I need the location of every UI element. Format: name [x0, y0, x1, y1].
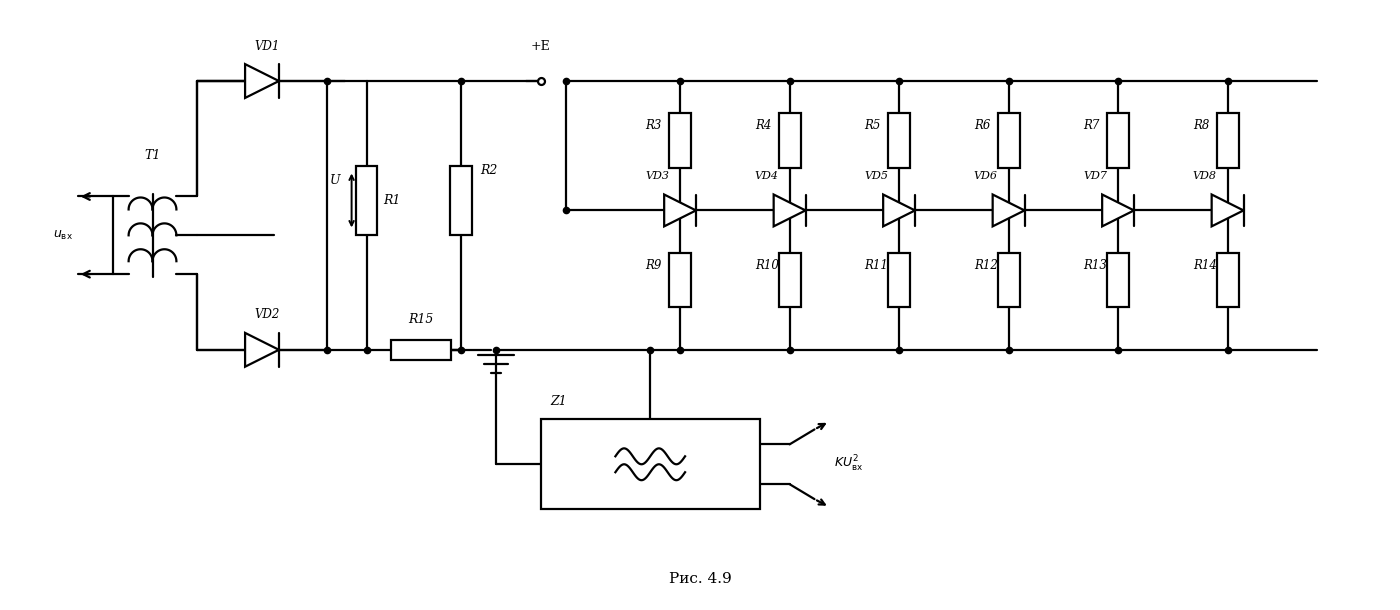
Bar: [998, 253, 1019, 307]
Polygon shape: [883, 195, 916, 226]
Text: R7: R7: [1084, 120, 1099, 132]
Polygon shape: [1102, 195, 1134, 226]
Text: VD4: VD4: [755, 171, 778, 181]
Text: Z1: Z1: [550, 395, 567, 408]
Text: VD5: VD5: [864, 171, 888, 181]
Polygon shape: [245, 64, 279, 98]
Text: VD8: VD8: [1193, 171, 1217, 181]
Text: R13: R13: [1084, 259, 1107, 271]
Bar: [998, 113, 1019, 168]
Text: R6: R6: [974, 120, 990, 132]
Text: R15: R15: [409, 314, 434, 326]
Bar: [540, 420, 760, 509]
Text: R4: R4: [755, 120, 771, 132]
Bar: [356, 166, 378, 235]
Text: U: U: [329, 174, 340, 187]
Text: R14: R14: [1193, 259, 1217, 271]
Polygon shape: [993, 195, 1025, 226]
Bar: [1107, 253, 1128, 307]
Text: +E: +E: [531, 40, 550, 52]
Text: R10: R10: [755, 259, 778, 271]
Polygon shape: [774, 195, 805, 226]
Text: Рис. 4.9: Рис. 4.9: [669, 572, 731, 586]
Bar: [778, 113, 801, 168]
Bar: [888, 113, 910, 168]
Text: R9: R9: [645, 259, 662, 271]
Text: VD3: VD3: [645, 171, 669, 181]
Text: $KU^2_{\rm вх}$: $KU^2_{\rm вх}$: [834, 454, 864, 475]
Bar: [888, 253, 910, 307]
Bar: [669, 113, 692, 168]
Text: VD1: VD1: [255, 40, 280, 52]
Bar: [392, 340, 451, 360]
Text: R5: R5: [864, 120, 881, 132]
Bar: [1217, 253, 1239, 307]
Text: $u_{\rm вх}$: $u_{\rm вх}$: [53, 229, 73, 242]
Bar: [451, 166, 472, 235]
Text: R8: R8: [1193, 120, 1210, 132]
Text: R3: R3: [645, 120, 662, 132]
Text: VD2: VD2: [255, 309, 280, 321]
Text: R12: R12: [974, 259, 998, 271]
Text: R1: R1: [382, 194, 400, 207]
Bar: [1107, 113, 1128, 168]
Text: VD6: VD6: [974, 171, 998, 181]
Bar: [669, 253, 692, 307]
Polygon shape: [245, 333, 279, 367]
Text: VD7: VD7: [1084, 171, 1107, 181]
Bar: [778, 253, 801, 307]
Text: R11: R11: [864, 259, 888, 271]
Polygon shape: [664, 195, 696, 226]
Bar: [1217, 113, 1239, 168]
Text: T1: T1: [144, 149, 161, 162]
Polygon shape: [1211, 195, 1243, 226]
Text: R2: R2: [480, 164, 497, 177]
